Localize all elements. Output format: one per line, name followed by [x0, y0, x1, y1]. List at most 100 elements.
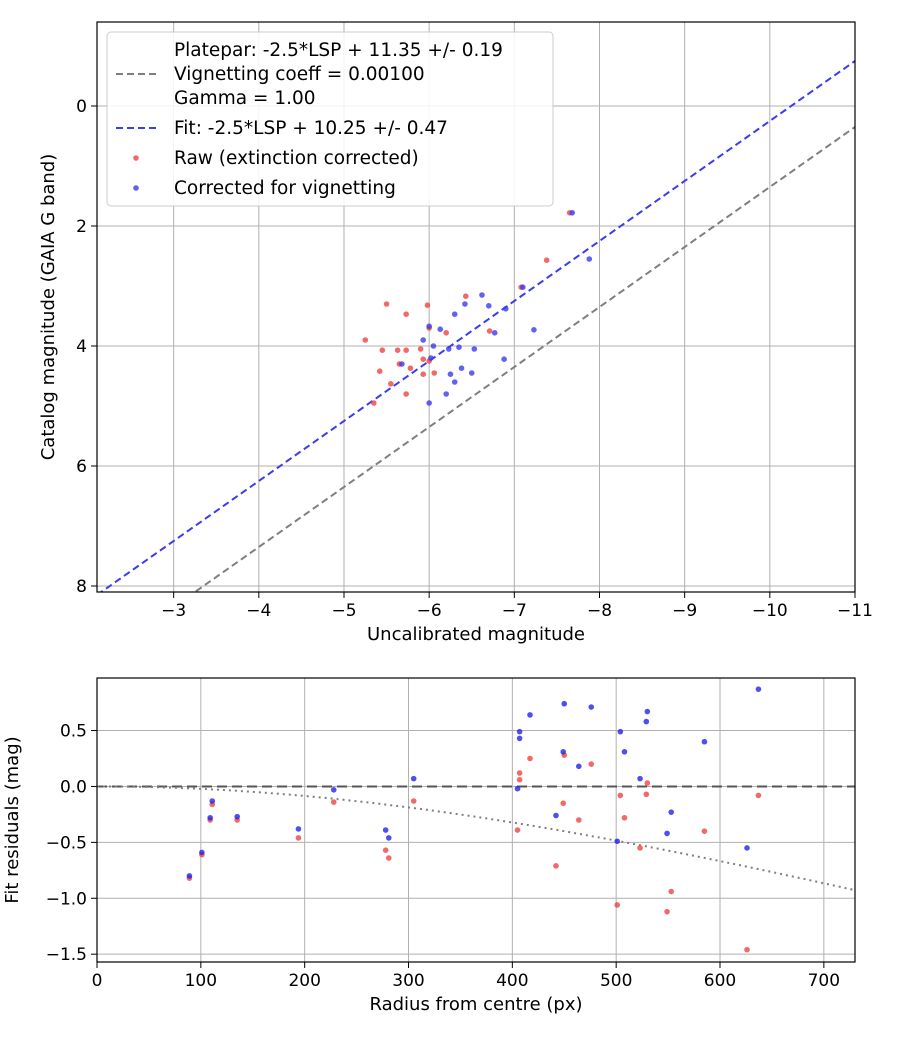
x-tick-label: 0	[92, 971, 103, 991]
data-point	[553, 863, 559, 869]
data-point	[527, 755, 533, 762]
data-point	[575, 763, 582, 770]
data-point	[617, 792, 624, 799]
data-point	[383, 301, 390, 307]
data-point	[637, 775, 643, 782]
data-point	[207, 814, 213, 821]
data-point	[664, 908, 670, 915]
x-tick-label: 600	[704, 971, 736, 991]
data-point	[561, 700, 568, 707]
data-point	[543, 257, 550, 264]
legend-entry: Vignetting coeff = 0.00100	[174, 64, 425, 85]
data-point	[430, 343, 437, 349]
data-point	[462, 293, 469, 300]
data-point	[560, 800, 567, 807]
data-point	[382, 847, 389, 853]
plot-area	[97, 686, 855, 953]
x-axis-label: Uncalibrated magnitude	[367, 624, 585, 645]
series-corrected	[186, 686, 762, 879]
fit-line	[99, 60, 855, 592]
y-tick-label: 2	[76, 217, 87, 237]
data-point	[644, 780, 651, 786]
ticks: −3 −4 −5 −6 −7 −8 −9 −10 −11 0 2 4 6 8	[76, 97, 873, 621]
grid	[97, 22, 856, 592]
data-point	[420, 371, 426, 378]
data-point	[527, 712, 533, 718]
data-point	[417, 346, 424, 352]
data-point	[668, 888, 675, 895]
data-point	[614, 838, 621, 845]
plot-frame	[96, 677, 856, 963]
data-point	[403, 391, 409, 397]
data-point	[520, 284, 526, 291]
data-point	[621, 814, 628, 821]
data-point	[445, 346, 452, 352]
data-point	[209, 798, 216, 804]
y-tick-label: −0.5	[46, 833, 87, 853]
legend-entry: Raw (extinction corrected)	[174, 148, 419, 169]
data-point	[569, 210, 576, 216]
plot-frame	[96, 21, 856, 593]
x-tick-label: 700	[808, 971, 840, 991]
data-point	[399, 361, 405, 367]
x-tick-label: −11	[837, 601, 873, 621]
data-point	[617, 728, 624, 735]
legend-dot-swatch	[133, 185, 139, 191]
x-tick-label: −8	[587, 601, 612, 621]
y-axis-label: Catalog magnitude (GAIA G band)	[38, 154, 59, 461]
data-point	[403, 311, 409, 318]
data-point	[637, 845, 643, 851]
x-tick-label: −4	[246, 601, 271, 621]
x-tick-label: 100	[185, 971, 217, 991]
y-tick-label: −1.0	[46, 889, 87, 909]
data-point	[186, 873, 193, 879]
series-raw	[362, 210, 573, 406]
legend-dot-swatch	[133, 155, 139, 161]
legend-entry: Fit: -2.5*LSP + 10.25 +/- 0.47	[174, 118, 448, 139]
data-point	[382, 827, 389, 833]
data-point	[443, 391, 449, 397]
data-point	[701, 828, 708, 834]
data-point	[621, 748, 628, 755]
legend-box	[106, 31, 554, 207]
data-point	[385, 835, 392, 841]
series-raw	[186, 752, 762, 953]
data-point	[370, 400, 377, 406]
data-point	[614, 902, 621, 908]
data-point	[503, 306, 509, 312]
data-point	[516, 728, 523, 735]
data-point	[394, 347, 401, 354]
data-point	[462, 301, 468, 307]
x-tick-label: 200	[288, 971, 320, 991]
x-tick-label: −10	[752, 601, 788, 621]
y-axis-label: Fit residuals (mag)	[2, 736, 23, 903]
data-point	[379, 347, 386, 354]
data-point	[426, 400, 432, 406]
data-point	[486, 328, 493, 334]
data-point	[428, 355, 434, 361]
data-point	[431, 370, 438, 376]
data-point	[491, 330, 498, 336]
data-point	[388, 381, 394, 387]
data-point	[451, 379, 458, 385]
data-point	[501, 356, 507, 363]
data-point	[516, 776, 523, 783]
data-point	[451, 311, 458, 318]
data-point	[420, 337, 426, 343]
data-point	[744, 845, 750, 851]
ticks: 0 100 200 300 400 500 600 700 −1.5 −1.0 −0.5 0.0 0.5	[46, 722, 840, 991]
data-point	[458, 365, 465, 372]
data-point	[447, 371, 454, 378]
data-point	[701, 738, 708, 745]
data-point	[664, 830, 670, 837]
x-tick-label: −3	[161, 601, 186, 621]
y-tick-label: 0.0	[60, 777, 87, 797]
x-axis-label: Radius from centre (px)	[369, 994, 582, 1015]
x-tick-label: 300	[392, 971, 424, 991]
data-point	[376, 368, 383, 375]
y-tick-label: 4	[76, 337, 87, 357]
data-point	[479, 292, 485, 298]
y-tick-label: 0	[76, 97, 87, 117]
data-point	[330, 787, 337, 793]
data-point	[385, 855, 392, 861]
